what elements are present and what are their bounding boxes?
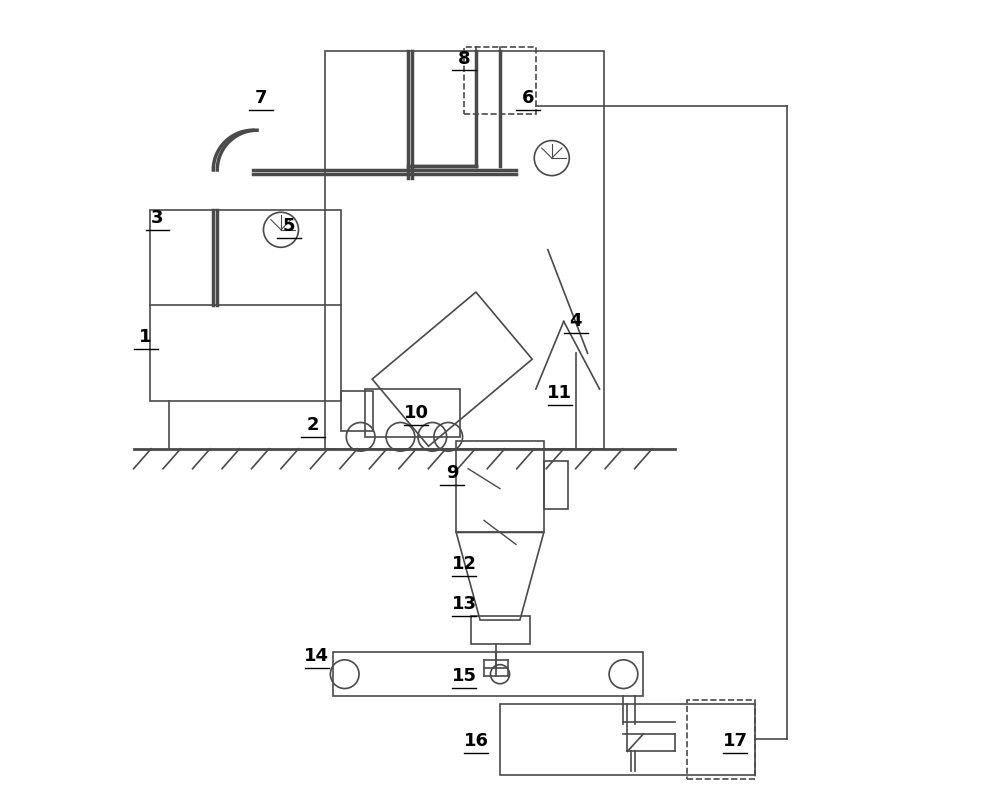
Bar: [365, 389, 460, 437]
Text: 10: 10: [404, 404, 429, 422]
Text: 16: 16: [464, 732, 489, 750]
Bar: [500, 703, 755, 776]
Text: 2: 2: [307, 416, 319, 434]
Bar: [687, 699, 755, 780]
Text: 9: 9: [446, 464, 458, 482]
Text: 1: 1: [139, 328, 152, 346]
Bar: [544, 460, 568, 508]
Bar: [471, 616, 530, 644]
Text: 17: 17: [722, 732, 747, 750]
Text: 13: 13: [452, 595, 477, 613]
Bar: [333, 652, 643, 695]
Bar: [150, 210, 341, 401]
Bar: [456, 441, 544, 533]
Text: 7: 7: [255, 89, 267, 107]
Text: 4: 4: [569, 312, 582, 330]
Text: 6: 6: [522, 89, 534, 107]
Bar: [325, 51, 604, 449]
Bar: [464, 47, 536, 114]
Text: 12: 12: [452, 555, 477, 573]
Bar: [341, 391, 373, 431]
Text: 15: 15: [452, 666, 477, 685]
Text: 8: 8: [458, 50, 470, 67]
Text: 5: 5: [283, 217, 295, 235]
Text: 3: 3: [151, 209, 164, 227]
Text: 11: 11: [547, 384, 572, 402]
Text: 14: 14: [304, 647, 329, 665]
